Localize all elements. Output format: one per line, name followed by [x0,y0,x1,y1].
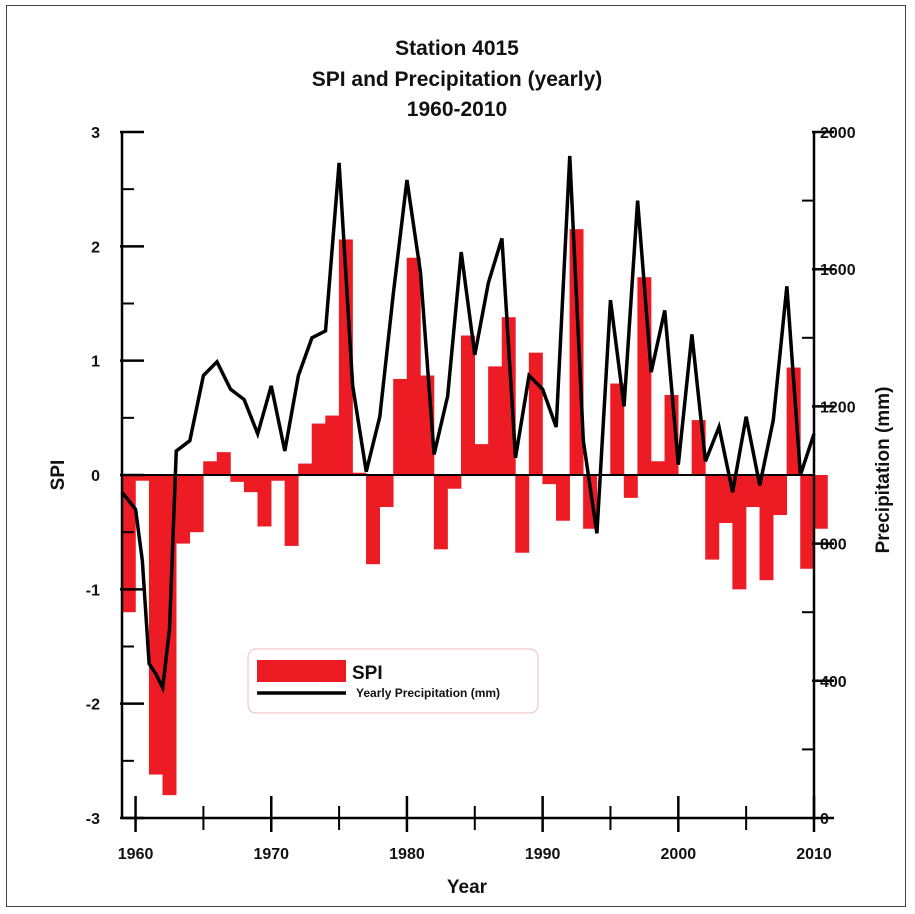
spi-bar-1977 [366,475,381,565]
y-left-tick-label: 3 [91,125,100,142]
chart-title-line-3: 1960-2010 [407,98,507,121]
spi-bar-1963 [176,475,191,544]
spi-bar-1992 [569,229,584,475]
x-axis-title: Year [447,877,488,898]
legend-precipitation-label: Yearly Precipitation (mm) [356,686,500,700]
chart-title-line-1: Station 4015 [395,37,519,60]
spi-bar-2006 [759,475,774,581]
spi-bar-1974 [325,415,340,475]
spi-bar-1979 [393,378,408,475]
x-tick-label: 1990 [525,846,561,863]
y-right-tick-label: 2000 [820,125,856,142]
x-tick-label: 2000 [661,846,697,863]
y-left-tick-label: -3 [86,811,100,828]
y-right-tick-label: 800 [820,537,847,554]
spi-bar-2002 [705,475,720,560]
spi-bar-1968 [243,475,258,493]
y-left-tick-label: 0 [91,468,100,485]
y-left-tick-label: -2 [86,697,100,714]
spi-bar-1995 [610,383,625,475]
spi-bar-1987 [501,317,516,475]
spi-bar-2003 [718,475,733,524]
legend-spi-label: SPI [352,663,383,684]
spi-bar-2007 [773,475,788,516]
spi-bar-2010 [813,475,828,529]
spi-bar-1973 [311,423,326,475]
y-right-axis-title: Precipitation (mm) [873,387,894,554]
spi-bar-1988 [515,475,530,553]
spi-bar-1982 [433,475,448,550]
y-right-tick-label: 1200 [820,399,856,416]
spi-bar-2005 [745,475,760,508]
spi-bar-1966 [216,452,231,475]
spi-bar-1978 [379,475,394,508]
y-right-tick-label: 0 [820,811,829,828]
y-left-axis-title: SPI [48,460,69,491]
spi-bar-1972 [298,463,313,475]
spi-bar-1961 [148,475,163,775]
spi-bar-1960 [135,475,150,481]
spi-bar-1986 [488,366,503,475]
precipitation-line [120,155,816,694]
x-tick-label: 2010 [796,846,832,863]
y-right-tick-label: 1600 [820,262,856,279]
spi-bar-1989 [528,352,543,475]
spi-bar-1983 [447,475,462,489]
y-left-tick-label: 1 [91,354,100,371]
chart-title-line-2: SPI and Precipitation (yearly) [312,68,603,91]
spi-bar-1980 [406,257,421,475]
x-tick-label: 1970 [253,846,289,863]
spi-bar-1998 [650,461,665,475]
y-right-tick-label: 400 [820,674,847,691]
x-tick-label: 1980 [389,846,425,863]
spi-bar-1965 [203,461,218,475]
spi-bar-1970 [271,475,286,481]
spi-bar-2009 [800,475,815,569]
spi-bar-1969 [257,475,272,527]
y-left-tick-label: 2 [91,239,100,256]
spi-bar-1985 [474,444,489,475]
x-tick-label: 1960 [118,846,154,863]
spi-bar-1991 [556,475,570,521]
spi-bar-1967 [230,475,245,482]
chart-frame [6,5,906,907]
spi-bar-1984 [461,335,475,475]
precipitation-line-layer [120,155,816,694]
y-left-tick-label: -1 [86,582,100,599]
spi-bar-1976 [352,472,367,475]
spi-bar-2004 [732,475,747,590]
spi-bar-1959 [121,475,136,613]
spi-bar-1964 [189,475,204,533]
spi-bar-1996 [623,475,638,498]
legend: SPI Yearly Precipitation (mm) [247,648,539,714]
axes: 3 2 1 0 -1 -2 -3 2000 1600 1200 800 400 0 1960 1970 198… [86,125,856,863]
spi-bar-1975 [338,239,353,475]
spi-bar-1971 [284,475,299,546]
legend-spi-swatch [257,660,346,682]
spi-bar-1990 [542,475,557,485]
